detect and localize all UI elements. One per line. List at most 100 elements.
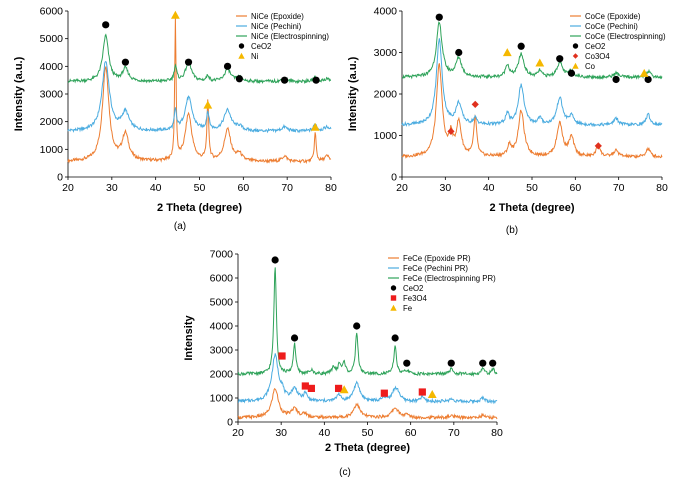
legend-label: Fe: [403, 304, 412, 313]
series-line-1: [67, 60, 332, 134]
x-tick-label: 40: [318, 427, 330, 439]
peak-marker-ceo2: [556, 55, 564, 63]
x-axis-title: 2 Theta (degree): [157, 202, 242, 214]
y-tick-label: 4000: [40, 61, 64, 73]
y-axis-title: Intensity (a.u.): [13, 56, 25, 131]
peak-marker-co: [639, 68, 649, 77]
peak-marker-fe3o4: [278, 352, 286, 360]
peak-marker-ceo2: [517, 42, 525, 50]
legend-marker: [572, 53, 579, 59]
peak-marker-ceo2: [223, 62, 232, 70]
x-tick-label: 20: [396, 182, 408, 194]
peak-marker-ceo2: [290, 334, 299, 342]
y-tick-label: 5000: [210, 297, 234, 309]
peak-marker-ceo2: [184, 58, 193, 66]
x-tick-label: 50: [194, 182, 206, 194]
legend-marker: [572, 43, 579, 49]
peak-marker-fe: [339, 385, 349, 394]
peak-marker-fe3o4: [307, 384, 315, 392]
chart-panel-c: 0 1000 2000 3000 4000 5000 6000 7000 20 30 40 50 60 7…: [183, 249, 503, 455]
legend-marker: [390, 295, 397, 301]
y-tick-label: 0: [391, 172, 397, 184]
peak-marker-ceo2: [353, 322, 361, 330]
x-tick-label: 70: [613, 182, 625, 194]
legend-label: CeO2: [251, 42, 271, 51]
peak-marker-ceo2: [121, 58, 130, 66]
peak-marker-ceo2: [612, 75, 620, 84]
peak-marker-fe3o4: [301, 382, 309, 390]
series-line-1: [237, 353, 498, 405]
peak-marker-ceo2: [567, 69, 576, 77]
legend-label: Ni: [251, 52, 259, 61]
x-tick-label: 70: [448, 427, 460, 439]
x-tick-label: 50: [526, 182, 538, 194]
peak-marker-ni: [203, 100, 213, 109]
x-tick-label: 70: [281, 182, 293, 194]
y-axis-title: Intensity: [183, 315, 195, 361]
x-tick-label: 80: [656, 182, 668, 194]
x-tick-label: 40: [150, 182, 162, 194]
x-tick-label: 30: [439, 182, 451, 194]
peak-marker-ceo2: [102, 21, 110, 29]
series-line-1: [401, 38, 663, 128]
x-tick-label: 30: [106, 182, 118, 194]
y-tick-label: 0: [227, 417, 233, 429]
y-tick-label: 5000: [40, 33, 64, 45]
legend-label: NiCe (Electrospinning): [251, 32, 329, 41]
y-tick-label: 1000: [40, 144, 64, 156]
y-tick-label: 2000: [374, 89, 398, 101]
y-tick-label: 4000: [210, 321, 234, 333]
y-tick-label: 7000: [210, 249, 234, 261]
peak-marker-ceo2: [280, 76, 289, 84]
peak-marker-ceo2: [312, 76, 320, 84]
legend-label: FeCe (Pechini PR): [403, 264, 468, 273]
legend: NiCe (Epoxide)NiCe (Pechini)NiCe (Electr…: [236, 12, 329, 61]
peak-marker-ceo2: [235, 75, 243, 83]
legend-marker: [390, 304, 397, 311]
panel-label: (b): [506, 225, 518, 236]
y-tick-label: 3000: [40, 89, 64, 101]
legend-marker: [390, 285, 397, 291]
legend-label: Co: [585, 62, 596, 71]
x-tick-label: 30: [275, 427, 287, 439]
series-line-2: [401, 21, 663, 80]
peak-marker-ceo2: [644, 75, 652, 84]
y-tick-label: 2000: [40, 116, 64, 128]
y-tick-label: 1000: [210, 393, 234, 405]
y-tick-label: 1000: [374, 130, 398, 142]
y-tick-label: 3000: [210, 345, 234, 357]
chart-panel-a: 0 1000 2000 3000 4000 5000 6000 20 30 40 50 60 70 80 2…: [13, 6, 337, 215]
panel-label: (a): [174, 221, 186, 232]
peak-marker-ceo2: [391, 334, 399, 342]
legend-label: CoCe (Electrospinning): [585, 32, 666, 41]
x-tick-label: 20: [232, 427, 244, 439]
x-tick-label: 80: [491, 427, 503, 439]
peak-marker-ni: [170, 10, 180, 19]
peak-marker-ceo2: [435, 13, 443, 21]
peak-marker-co3o4: [471, 100, 479, 108]
x-tick-label: 60: [237, 182, 249, 194]
chart-panel-b: 0 1000 2000 3000 4000 20 30 40 50 60 70 80 2 Theta (…: [347, 6, 668, 215]
legend-label: CeO2: [585, 42, 605, 51]
x-tick-label: 40: [483, 182, 495, 194]
x-tick-label: 80: [325, 182, 337, 194]
legend-label: FeCe (Epoxide PR): [403, 254, 471, 263]
legend-label: FeCe (Electrospinning PR): [403, 274, 496, 283]
peak-marker-ceo2: [455, 48, 463, 57]
legend-label: CoCe (Pechini): [585, 22, 638, 31]
peak-marker-ceo2: [447, 359, 455, 367]
panel-label: (c): [339, 467, 351, 478]
legend-marker: [238, 52, 245, 59]
y-tick-label: 3000: [374, 47, 398, 59]
y-tick-label: 2000: [210, 369, 234, 381]
x-tick-label: 20: [62, 182, 74, 194]
legend-label: CoCe (Epoxide): [585, 12, 641, 21]
legend-marker: [572, 62, 579, 69]
y-tick-label: 0: [57, 172, 63, 184]
peak-marker-co: [535, 58, 545, 67]
legend-label: NiCe (Pechini): [251, 22, 302, 31]
series-line-0: [401, 63, 663, 159]
y-tick-label: 6000: [210, 273, 234, 285]
x-tick-label: 50: [362, 427, 374, 439]
